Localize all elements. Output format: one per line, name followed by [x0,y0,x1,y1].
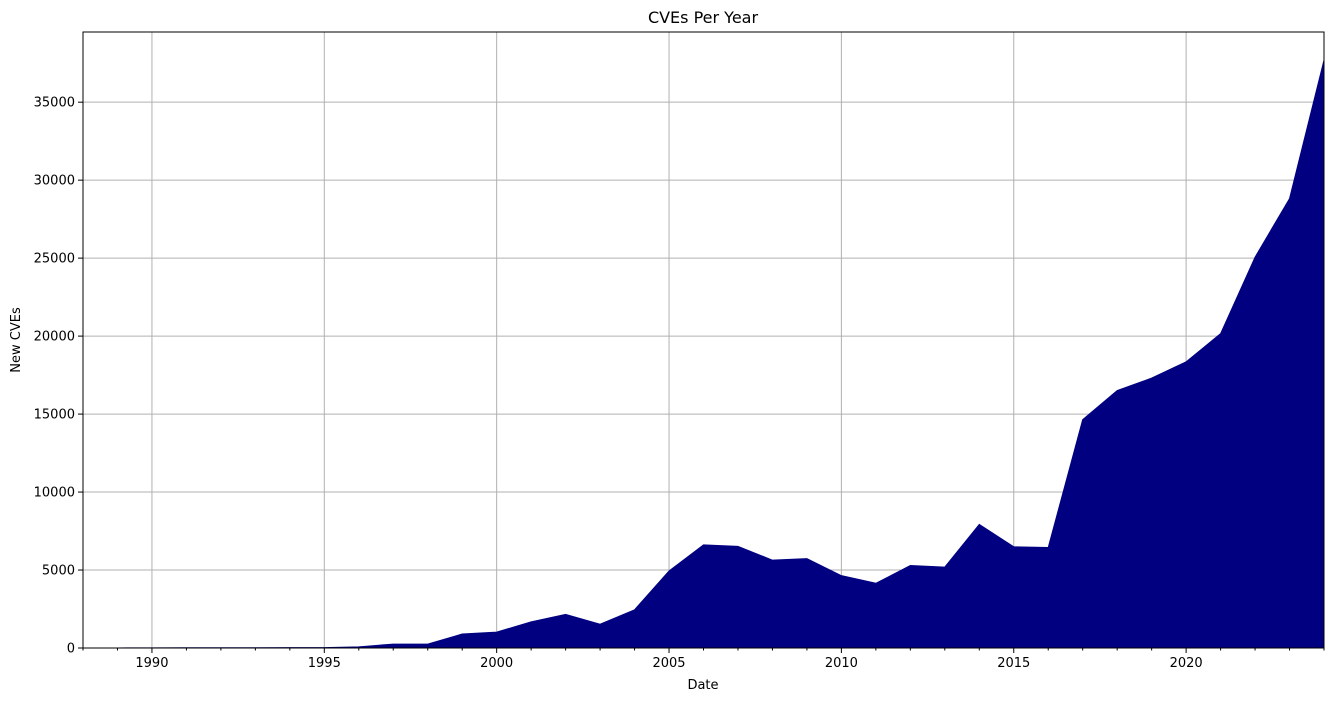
y-tick-label: 25000 [34,252,75,267]
y-tick-label: 35000 [34,96,75,111]
axis-ticks: 1990 1995 2000 2005 2010 2015 2020 0 5000 10000 15… [34,96,1325,671]
x-tick-label: 2000 [480,656,513,671]
x-tick-label: 2015 [997,656,1030,671]
x-tick-label: 1990 [135,656,168,671]
chart-title: CVEs Per Year [648,8,759,27]
x-tick-label: 2010 [825,656,858,671]
x-tick-label: 2020 [1170,656,1203,671]
y-axis-label: New CVEs [9,307,24,373]
y-tick-label: 10000 [34,486,75,501]
x-axis-label: Date [687,678,718,693]
y-tick-label: 5000 [42,564,75,579]
y-tick-label: 30000 [34,174,75,189]
y-tick-label: 20000 [34,330,75,345]
x-tick-label: 1995 [308,656,341,671]
y-tick-label: 0 [67,642,75,657]
y-tick-label: 15000 [34,408,75,423]
x-tick-label: 2005 [652,656,685,671]
